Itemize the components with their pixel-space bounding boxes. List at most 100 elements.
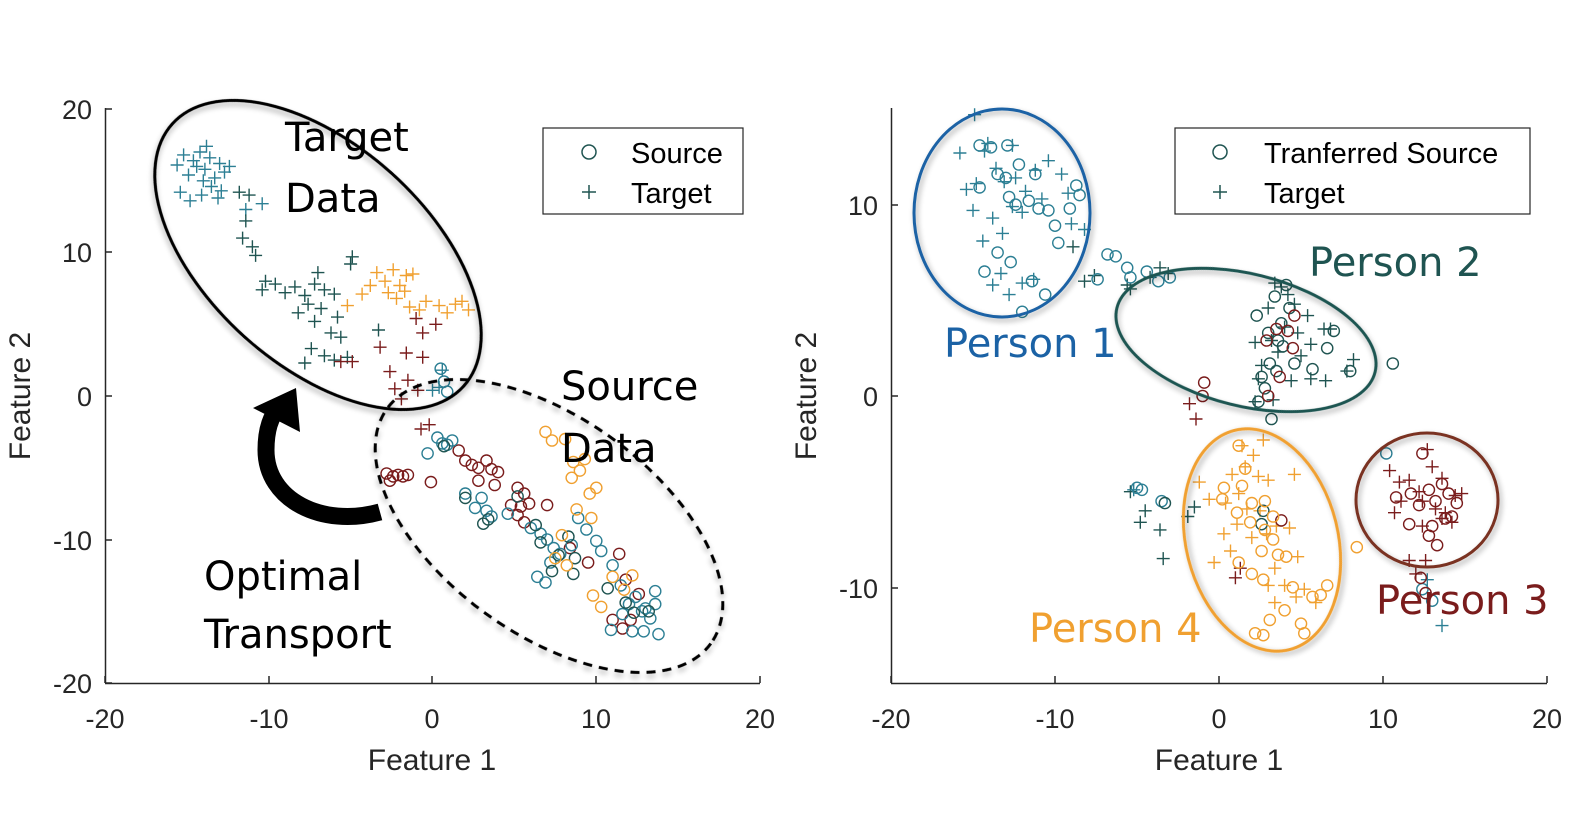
target-point-plus: [1187, 500, 1201, 514]
source-point-circle: [1252, 395, 1265, 409]
source-point-circle: [1286, 341, 1300, 355]
target-point-plus: [1294, 349, 1308, 363]
target-point-plus: [426, 383, 439, 397]
source-point-circle: [1238, 462, 1252, 476]
source-point-circle: [648, 597, 662, 611]
target-point-plus: [1448, 489, 1462, 502]
target-point-plus: [186, 154, 200, 168]
source-point-circle: [1232, 439, 1245, 453]
target-point-plus: [1232, 487, 1246, 501]
target-point-plus: [976, 234, 990, 248]
source-point-circle: [1230, 506, 1244, 520]
target-point-plus: [239, 214, 253, 228]
legend-transferred-source-label: Tranferred Source: [1264, 138, 1498, 170]
source-point-circle: [586, 589, 600, 602]
legend-plus-icon: [582, 185, 596, 199]
source-point-circle: [1265, 412, 1278, 426]
target-point-plus: [345, 250, 359, 264]
source-point-circle: [1263, 357, 1277, 370]
source-point-circle: [555, 528, 569, 542]
target-point-plus: [1217, 527, 1231, 541]
source-point-circle: [386, 470, 400, 483]
source-point-circle: [606, 613, 619, 627]
target-point-plus: [340, 299, 354, 313]
target-point-plus: [1248, 335, 1262, 349]
source-point-circle: [1281, 324, 1295, 338]
legend-source-label: Source: [631, 138, 723, 170]
target-point-plus: [440, 306, 454, 320]
source-point-circle: [472, 474, 485, 488]
target-point-plus: [1425, 460, 1439, 474]
source-point-circle: [1271, 548, 1285, 562]
source-point-circle: [1314, 588, 1327, 602]
source-point-circle: [1416, 447, 1429, 460]
target-point-plus: [422, 418, 436, 432]
target-data-label: Data: [285, 176, 381, 222]
source-point-circle: [635, 605, 649, 618]
target-point-plus: [1027, 272, 1041, 286]
person-1-ellipse: [912, 107, 1092, 319]
source-point-circle: [581, 556, 595, 569]
target-point-plus: [432, 299, 446, 313]
target-data-label: Target: [284, 115, 409, 161]
target-point-plus: [1255, 358, 1269, 372]
right-xtick-label: 20: [1532, 704, 1562, 734]
source-point-circle: [1245, 496, 1259, 510]
target-point-plus: [259, 274, 272, 288]
source-point-circle: [1197, 376, 1211, 389]
source-point-circle: [380, 467, 393, 480]
target-point-plus: [1192, 475, 1206, 489]
source-point-circle: [1380, 447, 1393, 460]
source-point-circle: [1258, 523, 1272, 537]
target-data-ellipse: [153, 98, 483, 412]
source-point-circle: [1217, 481, 1231, 495]
source-point-circle: [1276, 339, 1290, 353]
target-point-plus: [1224, 544, 1237, 558]
source-point-circle: [973, 139, 986, 152]
source-point-circle: [540, 533, 554, 546]
target-point-plus: [370, 266, 384, 280]
source-point-circle: [612, 547, 626, 561]
source-point-circle: [617, 583, 631, 597]
source-point-circle: [1255, 370, 1268, 384]
source-point-circle: [539, 576, 552, 589]
target-point-plus: [1207, 556, 1221, 569]
person-4-ellipse: [1181, 427, 1343, 653]
source-point-circle: [531, 570, 544, 584]
target-point-plus: [414, 422, 428, 436]
target-point-plus: [327, 287, 341, 301]
person-3-ellipse: [1354, 431, 1500, 569]
source-point-circle: [1042, 204, 1055, 217]
left-data-layer: [170, 139, 665, 641]
target-point-plus: [399, 346, 413, 360]
source-point-circle: [1091, 272, 1104, 286]
left-ytick-label: -20: [53, 669, 92, 699]
source-point-circle: [391, 468, 405, 482]
target-point-plus: [236, 231, 250, 245]
target-point-plus: [1123, 485, 1137, 499]
target-point-plus: [1133, 515, 1147, 529]
right-xtick-label: -20: [871, 704, 910, 734]
source-point-circle: [1320, 579, 1334, 592]
left-x-axis-label: Feature 1: [368, 744, 496, 777]
source-point-circle: [421, 447, 434, 460]
target-point-plus: [1156, 552, 1170, 566]
source-point-circle: [1298, 627, 1311, 640]
left-xtick-label: 0: [424, 704, 439, 734]
target-point-plus: [334, 355, 348, 369]
target-point-plus: [1291, 550, 1305, 564]
source-point-circle: [481, 513, 495, 526]
source-point-circle: [1261, 326, 1275, 340]
source-point-circle: [1124, 271, 1137, 284]
left-legend: Source Target: [542, 127, 744, 215]
source-point-circle: [1032, 202, 1045, 215]
person-2-ellipse: [1114, 266, 1378, 414]
target-point-plus: [986, 278, 1000, 292]
target-point-plus: [1324, 322, 1337, 336]
source-point-circle: [1412, 498, 1426, 512]
source-point-circle: [458, 491, 472, 505]
source-point-circle: [1048, 219, 1062, 232]
source-point-circle: [1152, 274, 1165, 288]
target-point-plus: [344, 257, 358, 271]
source-point-circle: [1273, 370, 1286, 384]
